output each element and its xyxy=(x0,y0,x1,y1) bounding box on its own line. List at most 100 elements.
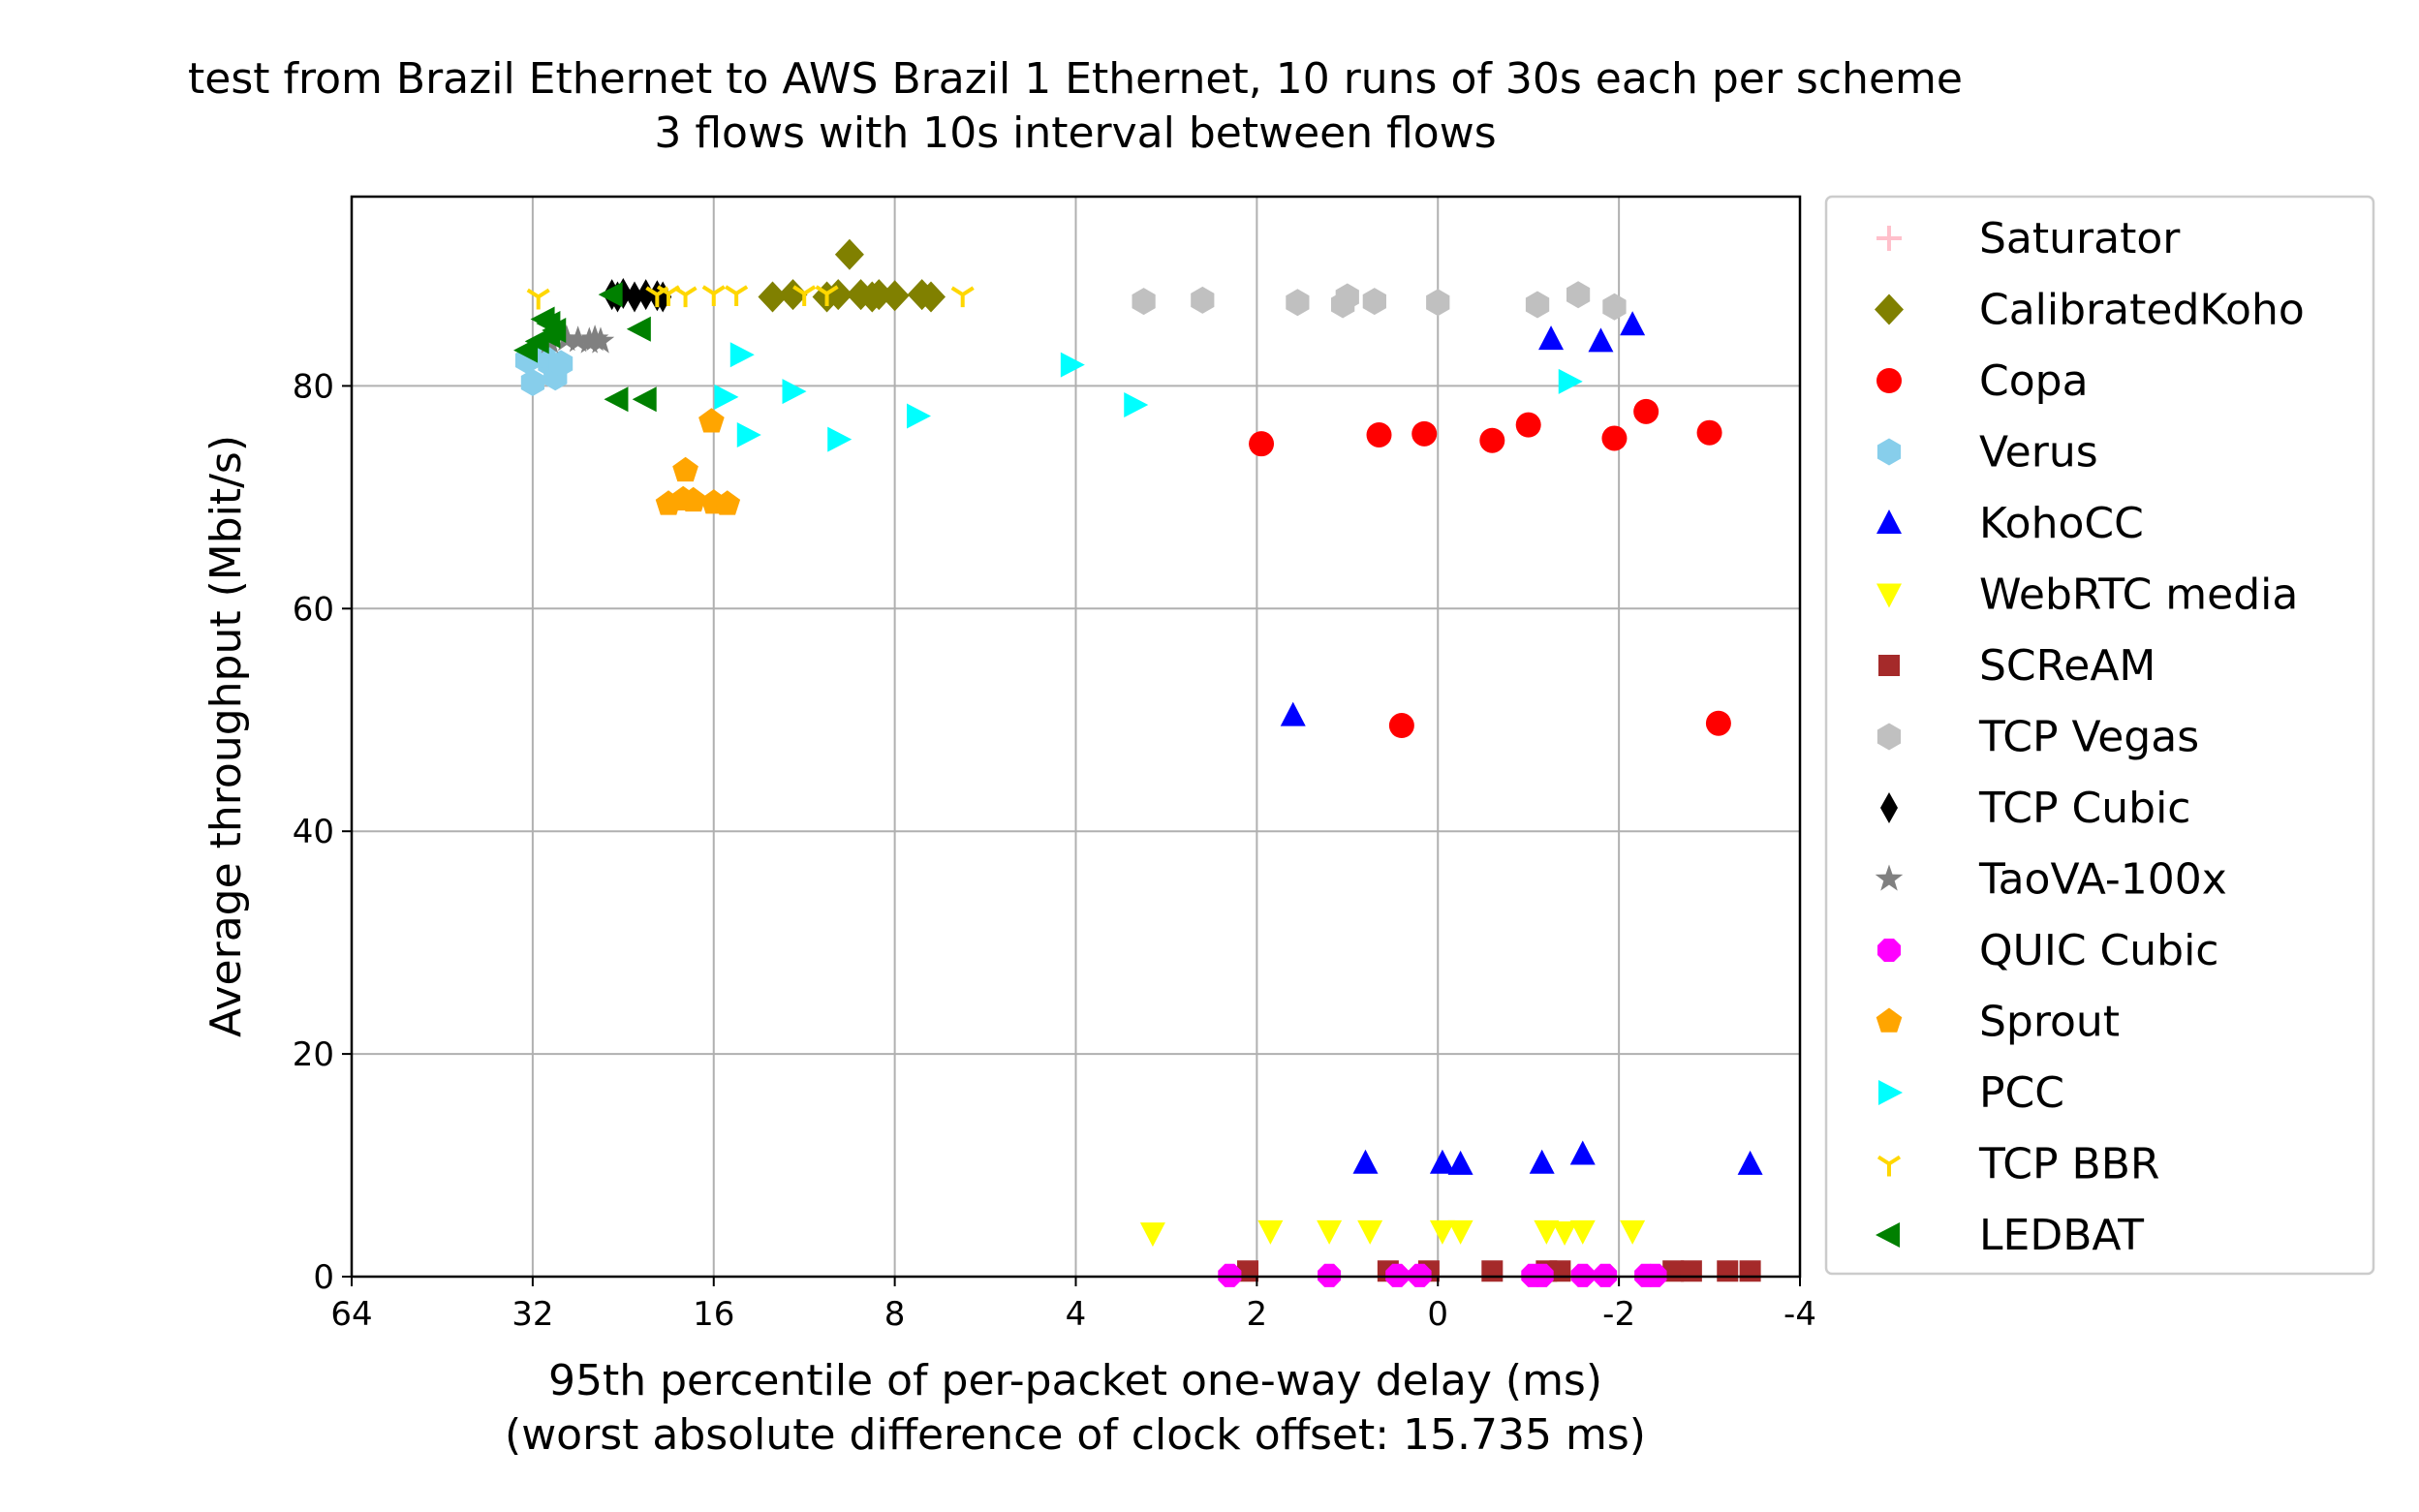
data-point xyxy=(736,421,761,447)
legend-label: Copa xyxy=(1979,356,2089,406)
data-point xyxy=(1411,420,1438,447)
data-point xyxy=(1447,1150,1473,1175)
legend-label: TaoVA-100x xyxy=(1978,855,2227,905)
legend-entry: QUIC Cubic xyxy=(1877,926,2218,975)
legend-marker xyxy=(1876,723,1902,751)
legend-marker xyxy=(1876,509,1902,534)
data-point xyxy=(1529,1149,1555,1174)
data-point xyxy=(1447,1219,1473,1245)
y-ticks: 0 20 40 60 80 xyxy=(293,367,352,1297)
legend-label: QUIC Cubic xyxy=(1979,926,2218,975)
legend-frame xyxy=(1824,195,2375,1276)
legend-items: Saturator CalibratedKoho Copa Verus KohoCC We… xyxy=(1875,214,2305,1260)
legend-label: SCReAM xyxy=(1979,641,2155,691)
data-point xyxy=(1680,1260,1702,1282)
data-point xyxy=(1620,1219,1646,1245)
legend-marker xyxy=(1877,939,1901,962)
y-axis-label: Average throughput (Mbit/s) xyxy=(202,435,251,1037)
data-point xyxy=(564,325,592,353)
data-point xyxy=(673,286,698,308)
legend-entry: TCP Cubic xyxy=(1880,784,2191,833)
data-point xyxy=(834,238,864,270)
data-point xyxy=(1362,288,1386,316)
legend-label: Verus xyxy=(1979,428,2098,478)
data-point xyxy=(1139,1222,1165,1248)
data-point xyxy=(792,285,817,307)
data-point xyxy=(701,285,726,307)
data-point xyxy=(548,350,574,378)
x-tick-label: -4 xyxy=(1783,1295,1816,1334)
y-tick-label: 20 xyxy=(293,1035,334,1074)
data-point xyxy=(1739,1260,1761,1282)
legend-marker xyxy=(1875,864,1904,891)
data-point xyxy=(636,279,655,311)
data-point xyxy=(1717,1260,1739,1282)
data-point xyxy=(526,288,550,310)
x-tick-label: 0 xyxy=(1427,1295,1448,1334)
data-point xyxy=(1481,1260,1504,1282)
data-point xyxy=(698,408,725,433)
data-point xyxy=(714,490,741,515)
legend-label: Sprout xyxy=(1979,998,2120,1047)
series-copa xyxy=(1249,398,1731,739)
data-point xyxy=(1525,291,1550,319)
x-tick-label: 8 xyxy=(884,1295,906,1334)
series-sprout xyxy=(655,408,741,515)
legend-label: CalibratedKoho xyxy=(1979,286,2305,335)
chart-title: test from Brazil Ethernet to AWS Brazil … xyxy=(188,54,1963,104)
series-scream xyxy=(1237,1260,1761,1282)
data-point xyxy=(552,324,581,352)
data-point xyxy=(604,386,629,413)
legend-entry: SCReAM xyxy=(1878,641,2155,691)
data-point xyxy=(1191,286,1215,314)
legend-marker xyxy=(1876,368,1902,393)
data-point xyxy=(1060,352,1085,378)
data-point xyxy=(1737,1150,1763,1175)
data-point xyxy=(1357,1219,1383,1245)
data-point xyxy=(1479,427,1505,453)
legend-marker xyxy=(1876,438,1902,466)
data-point xyxy=(1601,425,1628,451)
series-tcp-bbr xyxy=(526,285,975,310)
legend-marker xyxy=(1878,655,1900,676)
legend-marker xyxy=(1876,583,1902,608)
legend-marker xyxy=(1875,293,1904,325)
data-point xyxy=(857,281,887,313)
legend-entry: WebRTC media xyxy=(1876,571,2298,620)
data-point xyxy=(680,486,706,512)
legend-marker xyxy=(1880,792,1898,823)
legend-label: TCP BBR xyxy=(1978,1140,2159,1189)
data-point xyxy=(625,281,643,313)
data-point xyxy=(1249,431,1275,457)
data-point xyxy=(729,342,755,368)
data-point xyxy=(778,279,808,311)
data-point xyxy=(758,281,788,313)
legend-label: TCP Cubic xyxy=(1978,784,2191,833)
data-point xyxy=(1124,391,1149,417)
data-point xyxy=(823,279,853,311)
data-point xyxy=(1317,1219,1343,1245)
legend-marker xyxy=(1876,226,1902,251)
data-point xyxy=(782,379,807,405)
legend-label: LEDBAT xyxy=(1979,1211,2144,1260)
data-point xyxy=(586,326,615,354)
legend-entry: Verus xyxy=(1876,428,2098,478)
data-point xyxy=(672,456,698,482)
data-point xyxy=(1388,713,1414,739)
legend-entry: KohoCC xyxy=(1876,499,2144,548)
legend-marker xyxy=(1876,1155,1902,1177)
data-point xyxy=(1620,311,1646,336)
data-point xyxy=(1588,327,1614,353)
legend-label: PCC xyxy=(1979,1068,2064,1118)
x-tick-label: 32 xyxy=(512,1295,553,1334)
legend: Saturator CalibratedKoho Copa Verus KohoCC We… xyxy=(1824,195,2375,1276)
data-point xyxy=(725,285,749,307)
legend-label: KohoCC xyxy=(1979,499,2144,548)
series-ledbat xyxy=(513,282,657,413)
data-point xyxy=(626,316,651,342)
x-tick-label: -2 xyxy=(1602,1295,1635,1334)
legend-entry: CalibratedKoho xyxy=(1875,286,2305,335)
legend-label: Saturator xyxy=(1979,214,2181,263)
legend-entry: Saturator xyxy=(1876,214,2181,263)
series-verus xyxy=(514,341,574,396)
